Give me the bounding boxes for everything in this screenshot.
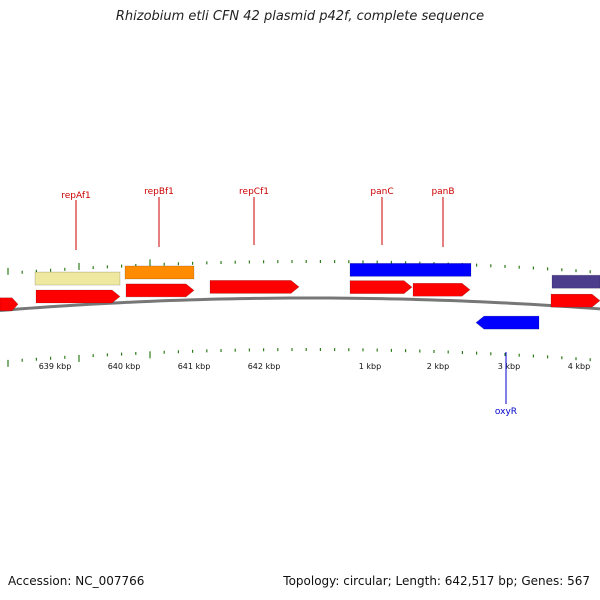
page-title: Rhizobium etli CFN 42 plasmid p42f, comp… bbox=[115, 9, 485, 24]
class-yellow-arrow bbox=[34, 271, 121, 286]
gene-label-repCf1: repCf1 bbox=[239, 187, 269, 197]
gene-label-panB: panB bbox=[431, 187, 454, 197]
cds-panC-arrow bbox=[349, 280, 413, 294]
tick-label: 4 kbp bbox=[568, 362, 590, 371]
cds-repBf1-arrow bbox=[125, 283, 195, 298]
tick-label: 640 kbp bbox=[108, 362, 141, 371]
class-orange-arrow bbox=[124, 265, 195, 280]
tick-label: 639 kbp bbox=[39, 362, 72, 371]
cds-panB-arrow bbox=[412, 282, 471, 297]
tick-label: 642 kbp bbox=[248, 362, 281, 371]
class-purple-arrow bbox=[551, 274, 600, 289]
gene-label-repBf1: repBf1 bbox=[144, 187, 174, 197]
gene-label-panC: panC bbox=[370, 187, 393, 197]
tick-label: 1 kbp bbox=[359, 362, 381, 371]
gene-label-repAf1: repAf1 bbox=[61, 191, 90, 201]
cds-repAf1-arrow bbox=[35, 289, 121, 304]
cds-oxyR-arrow bbox=[475, 315, 540, 330]
tick-label: 3 kbp bbox=[498, 362, 520, 371]
class-blue-arrow bbox=[349, 263, 472, 277]
tick-label: 2 kbp bbox=[427, 362, 449, 371]
cds-repCf1-arrow bbox=[209, 280, 300, 294]
tick-label: 641 kbp bbox=[178, 362, 211, 371]
cds-edge-left-arrow bbox=[0, 297, 19, 312]
topology-stats: Topology: circular; Length: 642,517 bp; … bbox=[283, 574, 590, 588]
accession-label: Accession: NC_007766 bbox=[8, 574, 145, 588]
gene-label-oxyR: oxyR bbox=[495, 407, 517, 417]
cds-edge-right-arrow bbox=[550, 293, 600, 308]
backbone-line bbox=[0, 296, 600, 312]
